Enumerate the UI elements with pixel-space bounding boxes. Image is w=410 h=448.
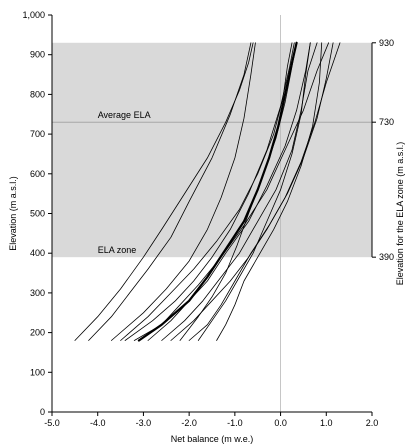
y-axis-title: Elevation (m a.s.l.) (8, 176, 18, 251)
y-tick-label: 900 (30, 50, 45, 60)
series-line-13 (120, 42, 293, 341)
y-tick-label: 800 (30, 89, 45, 99)
y2-tick-label: 390 (379, 252, 394, 262)
x-tick-label: -3.0 (136, 418, 152, 428)
x-tick-label: -1.0 (227, 418, 243, 428)
y2-tick-label: 930 (379, 38, 394, 48)
series-line-3 (88, 42, 252, 341)
y-tick-label: 500 (30, 209, 45, 219)
ela-zone-band (52, 42, 372, 258)
x-tick-label: -5.0 (44, 418, 60, 428)
x-tick-label: 1.0 (320, 418, 333, 428)
x-axis-title: Net balance (m w.e.) (171, 434, 254, 444)
series-line-1 (137, 41, 298, 342)
x-tick-label: 2.0 (366, 418, 379, 428)
profile-series-group (74, 41, 341, 342)
y-tick-label: 100 (30, 367, 45, 377)
x-tick-label: 0.0 (274, 418, 287, 428)
series-line-7 (147, 42, 311, 341)
series-line-11 (216, 42, 323, 341)
average-ela-label: Average ELA (98, 110, 151, 120)
y-tick-label: 600 (30, 169, 45, 179)
series-line-10 (197, 42, 311, 341)
series-line-2 (74, 42, 254, 341)
y-tick-label: 700 (30, 129, 45, 139)
ela-zone-label: ELA zone (98, 245, 137, 255)
y-tick-label: 300 (30, 288, 45, 298)
series-line-14 (188, 42, 334, 341)
y2-axis-title: Elevation for the ELA zone (m a.s.l.) (395, 142, 405, 286)
y-tick-label: 200 (30, 328, 45, 338)
series-line-4 (111, 42, 256, 341)
axes-group: -5.0 -4.0 -3.0 -2.0 -1.0 0.0 1.0 2.0 0 100 200 300 4… (22, 10, 394, 428)
y-tick-label: 1,000 (22, 10, 45, 20)
y2-tick-label: 730 (379, 117, 394, 127)
x-tick-label: -4.0 (90, 418, 106, 428)
y-tick-label: 0 (40, 407, 45, 417)
y-tick-label: 400 (30, 248, 45, 258)
series-line-9 (179, 42, 297, 341)
x-tick-label: -2.0 (181, 418, 197, 428)
